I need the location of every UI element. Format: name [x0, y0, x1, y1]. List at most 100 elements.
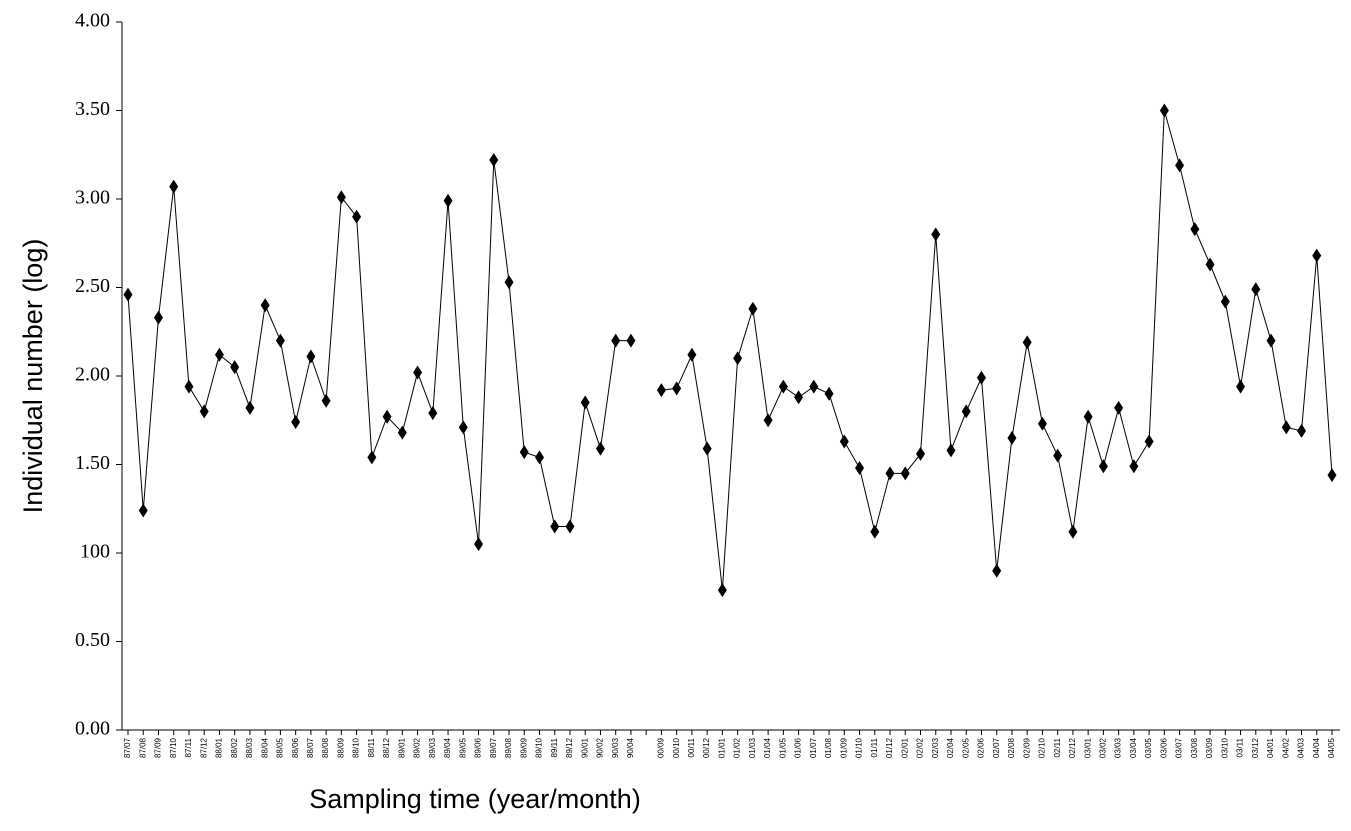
marker: [839, 434, 849, 449]
x-tick-label: 88/10: [352, 737, 361, 758]
marker: [550, 519, 560, 534]
x-tick-label: 90/01: [580, 737, 589, 758]
marker: [656, 383, 666, 398]
marker: [184, 379, 194, 394]
x-tick-label: 87/07: [123, 737, 132, 758]
x-tick-label: 03/02: [1099, 737, 1108, 758]
x-tick-label: 89/05: [458, 737, 467, 758]
x-tick-label: 89/03: [428, 737, 437, 758]
marker: [565, 519, 575, 534]
marker: [687, 347, 697, 362]
marker: [595, 441, 605, 456]
x-tick-label: 03/04: [1129, 737, 1138, 758]
data-line: [127, 110, 1333, 591]
x-tick-label: 03/11: [1236, 737, 1245, 757]
x-tick-label: 88/06: [291, 737, 300, 758]
y-tick-label: 3.00: [75, 187, 110, 209]
x-tick-label: 90/04: [626, 737, 635, 758]
x-tick-label: 89/02: [413, 737, 422, 758]
x-tick-label: 02/05: [961, 737, 970, 758]
x-tick-label: 89/01: [397, 737, 406, 758]
marker: [1251, 282, 1261, 297]
marker: [1266, 333, 1276, 348]
x-tick-label: 01/03: [748, 737, 757, 758]
marker: [352, 209, 362, 224]
marker: [885, 466, 895, 481]
marker: [291, 415, 301, 430]
marker: [1068, 524, 1078, 539]
y-tick-label: 4.00: [75, 10, 110, 32]
marker: [504, 275, 514, 290]
marker: [138, 503, 148, 518]
marker: [1114, 400, 1124, 415]
marker: [382, 409, 392, 424]
y-tick-label: 100: [80, 541, 110, 563]
marker: [763, 413, 773, 428]
x-tick-label: 87/10: [169, 737, 178, 758]
marker: [794, 390, 804, 405]
marker: [169, 179, 179, 194]
x-tick-label: 89/12: [565, 737, 574, 758]
marker: [1236, 379, 1246, 394]
x-tick-label: 02/10: [1038, 737, 1047, 758]
x-tick-label: 02/09: [1022, 737, 1031, 758]
marker: [458, 420, 468, 435]
marker: [961, 404, 971, 419]
x-tick-label: 02/04: [946, 737, 955, 758]
x-tick-label: 01/05: [778, 737, 787, 758]
marker: [367, 450, 377, 465]
x-tick-label: 90/03: [611, 737, 620, 758]
marker: [916, 446, 926, 461]
x-tick-label: 87/12: [199, 737, 208, 758]
marker: [946, 443, 956, 458]
marker: [245, 400, 255, 415]
x-tick-label: 02/08: [1007, 737, 1016, 758]
x-tick-label: 87/08: [138, 737, 147, 758]
x-tick-label: 90/02: [596, 737, 605, 758]
marker: [306, 349, 316, 364]
x-tick-label: 03/10: [1220, 737, 1229, 758]
x-tick-label: 03/03: [1114, 737, 1123, 758]
marker: [733, 351, 743, 366]
marker: [428, 406, 438, 421]
marker: [214, 347, 224, 362]
y-axis-title: Individual number (log): [18, 239, 48, 514]
marker: [519, 445, 529, 460]
marker: [580, 395, 590, 410]
marker: [1159, 103, 1169, 118]
x-tick-label: 00/12: [702, 737, 711, 758]
marker: [1281, 420, 1291, 435]
marker: [626, 333, 636, 348]
x-tick-label: 01/12: [885, 737, 894, 758]
x-tick-label: 04/01: [1266, 737, 1275, 758]
x-tick-label: 00/09: [657, 737, 666, 758]
marker: [1312, 248, 1322, 263]
marker: [748, 301, 758, 316]
x-tick-label: 04/03: [1297, 737, 1306, 758]
marker: [474, 537, 484, 552]
x-tick-label: 01/04: [763, 737, 772, 758]
marker: [1007, 430, 1017, 445]
marker: [1053, 448, 1063, 463]
x-tick-label: 88/02: [230, 737, 239, 758]
marker: [824, 386, 834, 401]
x-tick-label: 87/09: [154, 737, 163, 758]
x-tick-label: 89/11: [550, 737, 559, 757]
x-tick-label: 03/05: [1144, 737, 1153, 758]
x-tick-label: 03/07: [1175, 737, 1184, 758]
x-tick-label: 88/12: [382, 737, 391, 758]
x-tick-label: 88/11: [367, 737, 376, 757]
x-tick-label: 88/09: [336, 737, 345, 758]
x-tick-label: 89/07: [489, 737, 498, 758]
x-tick-label: 02/01: [900, 737, 909, 758]
marker: [1175, 158, 1185, 173]
x-tick-label: 02/12: [1068, 737, 1077, 758]
x-tick-label: 03/06: [1159, 737, 1168, 758]
marker: [230, 360, 240, 375]
marker: [1220, 294, 1230, 309]
marker: [260, 298, 270, 313]
marker: [443, 193, 453, 208]
marker: [1098, 459, 1108, 474]
x-tick-label: 03/01: [1083, 737, 1092, 758]
